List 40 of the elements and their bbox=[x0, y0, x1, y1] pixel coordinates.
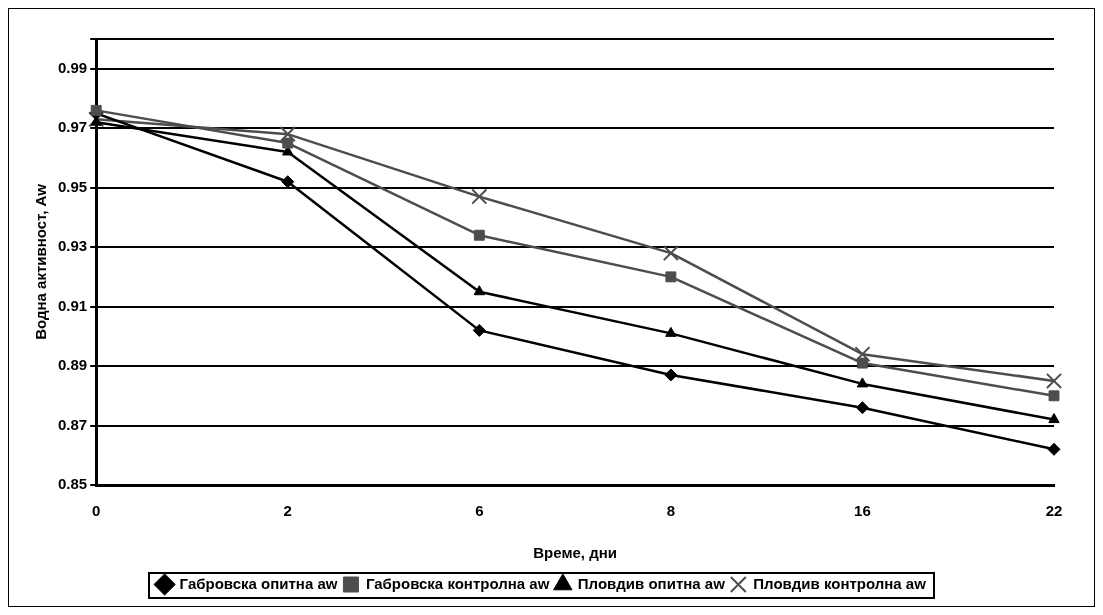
y-tick-label: 0.89 bbox=[57, 356, 88, 374]
point bbox=[856, 357, 868, 369]
legend-label: Пловдив опитна aw bbox=[577, 574, 726, 592]
x-axis-title: Време, дни bbox=[533, 544, 617, 562]
y-tick-label: 0.87 bbox=[57, 415, 88, 433]
x-tick-label: 16 bbox=[854, 502, 871, 520]
point bbox=[1045, 372, 1063, 389]
point bbox=[472, 323, 486, 337]
y-tick-label: 0.91 bbox=[57, 296, 88, 314]
point bbox=[662, 245, 679, 262]
x-tick-label: 8 bbox=[666, 502, 676, 520]
x-tick-label: 22 bbox=[1045, 502, 1063, 520]
point bbox=[473, 285, 486, 296]
legend-label: Габровска контролна aw bbox=[365, 574, 550, 592]
y-tick-label: 0.99 bbox=[57, 58, 88, 76]
point bbox=[854, 346, 871, 363]
point bbox=[665, 326, 677, 337]
y-tick-label: 0.93 bbox=[57, 237, 88, 255]
point bbox=[279, 126, 296, 143]
y-tick-label: 0.97 bbox=[57, 118, 88, 136]
legend-label: Габровска опитна aw bbox=[179, 574, 338, 592]
point bbox=[281, 175, 295, 189]
point bbox=[856, 377, 869, 388]
point bbox=[855, 401, 869, 415]
point bbox=[282, 137, 294, 149]
point bbox=[90, 104, 102, 116]
x-tick-label: 2 bbox=[283, 502, 292, 520]
point bbox=[665, 271, 677, 283]
legend-label: Пловдив контролна aw bbox=[753, 574, 927, 592]
point bbox=[1048, 413, 1060, 424]
y-tick-label: 0.85 bbox=[57, 475, 88, 493]
y-tick-label: 0.95 bbox=[57, 177, 88, 195]
y-axis-title: Водна активност, Aw bbox=[32, 183, 50, 340]
x-tick-label: 6 bbox=[475, 502, 484, 520]
point bbox=[1048, 390, 1060, 402]
point bbox=[1047, 442, 1061, 456]
point bbox=[471, 188, 488, 205]
point bbox=[473, 229, 485, 241]
x-tick-label: 0 bbox=[92, 502, 101, 520]
point bbox=[664, 368, 678, 382]
